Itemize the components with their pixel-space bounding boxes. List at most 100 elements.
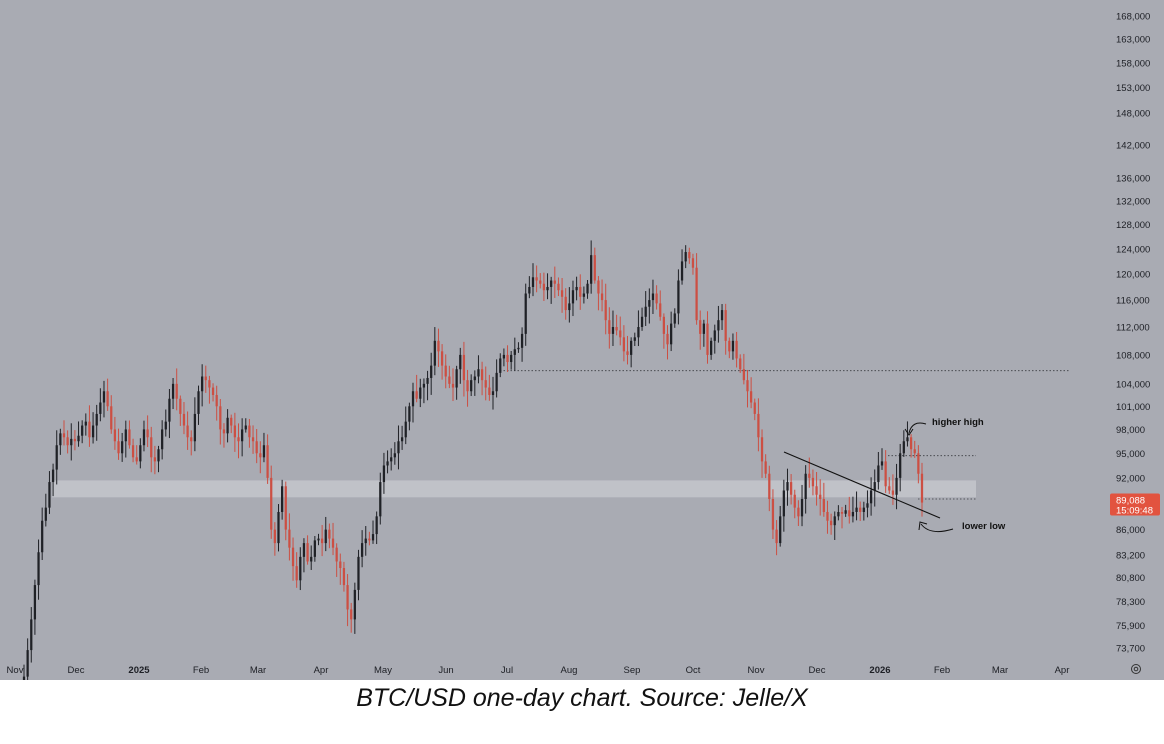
candle-body — [331, 538, 335, 548]
candle — [350, 602, 353, 633]
candle — [335, 543, 338, 577]
candle-body — [306, 543, 309, 562]
candle — [437, 328, 440, 367]
candle-body — [775, 529, 778, 544]
candle-body — [524, 293, 527, 334]
candle — [386, 450, 389, 474]
candle — [186, 411, 189, 450]
candle — [706, 311, 709, 364]
candle-body — [168, 398, 171, 422]
candle-body — [902, 441, 905, 454]
candle-body — [659, 303, 662, 317]
btc-usd-candlestick-chart[interactable]: higher high lower low 168,000 163,000 158,0… — [0, 0, 1164, 680]
candle-body — [808, 473, 811, 478]
candle — [840, 506, 844, 529]
candle — [691, 253, 695, 275]
candle — [26, 638, 29, 680]
candle — [161, 420, 164, 460]
candle-body — [826, 511, 829, 521]
candle — [168, 388, 171, 439]
candle — [575, 276, 578, 301]
candle — [451, 368, 455, 402]
candle — [702, 319, 705, 347]
candle-body — [535, 277, 538, 281]
candle — [364, 526, 367, 556]
x-tick-label: May — [374, 665, 392, 676]
y-tick-label: 158,000 — [1116, 59, 1150, 70]
candle-body — [742, 369, 745, 381]
candle-body — [153, 457, 157, 462]
candle-body — [822, 499, 825, 512]
current-price-badge — [1110, 493, 1160, 516]
candle-body — [324, 529, 327, 544]
x-tick-label: Mar — [992, 665, 1008, 676]
candle — [408, 402, 411, 431]
candle-body — [691, 258, 695, 268]
candle-body — [171, 383, 175, 399]
y-tick-label: 80,800 — [1116, 573, 1145, 584]
candle — [66, 430, 69, 454]
candle — [175, 368, 178, 411]
candle-body — [175, 383, 178, 399]
candle — [851, 496, 855, 523]
settings-gear-icon[interactable] — [1131, 664, 1141, 674]
candle — [502, 348, 506, 367]
candle-body — [615, 327, 618, 331]
candle — [88, 405, 91, 447]
candle-body — [564, 296, 567, 311]
candle-body — [379, 482, 382, 517]
candle-body — [633, 337, 636, 341]
candle-body — [491, 391, 495, 395]
candle-body — [110, 406, 113, 430]
candle-body — [815, 486, 818, 495]
candle — [644, 291, 647, 326]
candle-body — [855, 507, 858, 512]
candle — [190, 430, 193, 456]
candle — [390, 448, 393, 471]
candle-body — [622, 337, 626, 352]
candle — [84, 413, 87, 436]
candle — [633, 332, 636, 347]
candle-body — [560, 290, 564, 297]
candle — [30, 607, 33, 663]
candle-body — [713, 330, 716, 341]
candle-body — [859, 507, 862, 512]
candle — [728, 337, 731, 359]
candle — [201, 364, 204, 407]
candle — [666, 325, 669, 360]
candle-body — [139, 445, 142, 462]
candle — [197, 385, 200, 425]
candle-body — [909, 437, 913, 450]
candle — [564, 288, 567, 320]
candle-body — [113, 429, 117, 442]
candle — [695, 253, 698, 325]
y-tick-label: 101,000 — [1116, 402, 1150, 413]
candle-body — [26, 650, 29, 677]
y-tick-label: 112,000 — [1116, 323, 1150, 334]
candle-body — [193, 413, 197, 442]
candle-body — [302, 543, 306, 557]
candle-body — [793, 494, 796, 508]
candle — [920, 462, 924, 517]
candle-body — [222, 429, 226, 434]
candle-body — [353, 589, 356, 620]
candle — [150, 426, 153, 473]
y-tick-label: 98,000 — [1116, 425, 1145, 436]
candle-body — [81, 425, 84, 436]
candle-body — [70, 438, 73, 446]
candle — [688, 247, 691, 264]
candle-body — [295, 566, 298, 581]
candle-body — [884, 461, 887, 487]
x-tick-label: 2026 — [869, 665, 890, 676]
candle — [320, 525, 324, 557]
candle-body — [571, 290, 575, 304]
candle — [70, 423, 73, 461]
y-tick-label: 124,000 — [1116, 244, 1150, 255]
candle-body — [502, 354, 506, 359]
candle — [662, 313, 665, 349]
candle-body — [553, 280, 556, 284]
candle — [33, 579, 37, 635]
y-tick-label: 83,200 — [1116, 551, 1145, 562]
candle — [506, 345, 509, 372]
candle-body — [255, 441, 258, 454]
